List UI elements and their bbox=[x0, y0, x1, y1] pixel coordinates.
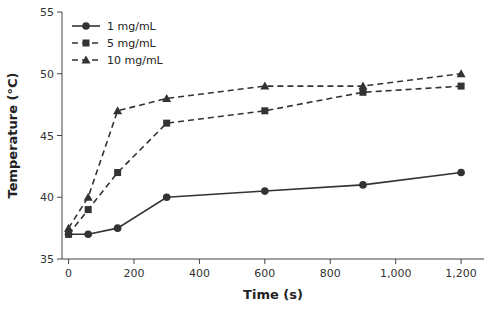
legend-marker bbox=[83, 40, 90, 47]
legend-marker bbox=[82, 56, 91, 64]
point-marker bbox=[84, 231, 92, 239]
axes: 0 200 400 600 800 1,000 1,200 35 40 45 50 55 bbox=[40, 6, 484, 280]
x-tick-label: 600 bbox=[254, 267, 275, 280]
point-marker bbox=[84, 193, 93, 201]
series bbox=[65, 83, 465, 238]
y-tick-label: 40 bbox=[40, 191, 54, 204]
point-marker bbox=[260, 82, 269, 90]
x-tick-label: 1,200 bbox=[445, 267, 477, 280]
point-marker bbox=[163, 120, 170, 127]
x-tick bbox=[461, 259, 462, 264]
x-tick bbox=[264, 259, 265, 264]
x-axis-label: Time (s) bbox=[243, 287, 303, 302]
point-marker bbox=[85, 206, 92, 213]
legend: 1 mg/mL 5 mg/mL 10 mg/mL bbox=[72, 20, 164, 67]
y-tick-label: 35 bbox=[40, 253, 54, 266]
y-tick bbox=[57, 135, 62, 136]
y-tick-label: 50 bbox=[40, 68, 54, 81]
x-tick bbox=[68, 259, 69, 264]
x-tick bbox=[330, 259, 331, 264]
series-line bbox=[69, 173, 462, 235]
point-marker bbox=[458, 83, 465, 90]
point-marker bbox=[65, 231, 73, 239]
x-tick-label: 1,000 bbox=[380, 267, 412, 280]
series-line bbox=[69, 86, 462, 234]
series bbox=[65, 169, 465, 238]
y-tick-label: 45 bbox=[40, 130, 54, 143]
y-axis-label: Temperature (°C) bbox=[5, 73, 20, 199]
point-marker bbox=[261, 107, 268, 114]
point-marker bbox=[457, 69, 466, 77]
point-marker bbox=[113, 106, 122, 114]
legend-label: 1 mg/mL bbox=[107, 20, 157, 33]
legend-item: 1 mg/mL bbox=[72, 20, 157, 33]
y-tick bbox=[57, 197, 62, 198]
point-marker bbox=[114, 169, 121, 176]
legend-label: 10 mg/mL bbox=[107, 54, 164, 67]
point-marker bbox=[163, 193, 171, 201]
y-tick bbox=[57, 259, 62, 260]
x-tick bbox=[395, 259, 396, 264]
y-tick bbox=[57, 12, 62, 13]
point-marker bbox=[64, 224, 73, 232]
point-marker bbox=[359, 181, 367, 189]
point-marker bbox=[261, 187, 269, 195]
point-marker bbox=[457, 169, 465, 177]
series bbox=[64, 69, 466, 231]
series-line bbox=[69, 74, 462, 228]
x-tick-label: 200 bbox=[123, 267, 144, 280]
legend-marker bbox=[82, 22, 90, 30]
x-tick-label: 800 bbox=[320, 267, 341, 280]
point-marker bbox=[114, 224, 122, 232]
point-marker bbox=[162, 94, 171, 102]
y-tick bbox=[57, 73, 62, 74]
plot-data bbox=[64, 69, 466, 238]
point-marker bbox=[65, 231, 72, 238]
point-marker bbox=[359, 89, 366, 96]
x-axis-line bbox=[62, 259, 484, 260]
y-tick-label: 55 bbox=[40, 6, 54, 19]
x-tick-label: 400 bbox=[189, 267, 210, 280]
legend-label: 5 mg/mL bbox=[107, 37, 157, 50]
x-tick bbox=[133, 259, 134, 264]
legend-item: 10 mg/mL bbox=[72, 54, 164, 67]
chart: 0 200 400 600 800 1,000 1,200 35 40 45 50 55 Time (s… bbox=[0, 0, 500, 311]
x-tick-label: 0 bbox=[65, 267, 72, 280]
chart-container: 0 200 400 600 800 1,000 1,200 35 40 45 50 55 Time (s… bbox=[0, 0, 500, 311]
legend-item: 5 mg/mL bbox=[72, 37, 157, 50]
x-tick bbox=[199, 259, 200, 264]
point-marker bbox=[358, 82, 367, 90]
